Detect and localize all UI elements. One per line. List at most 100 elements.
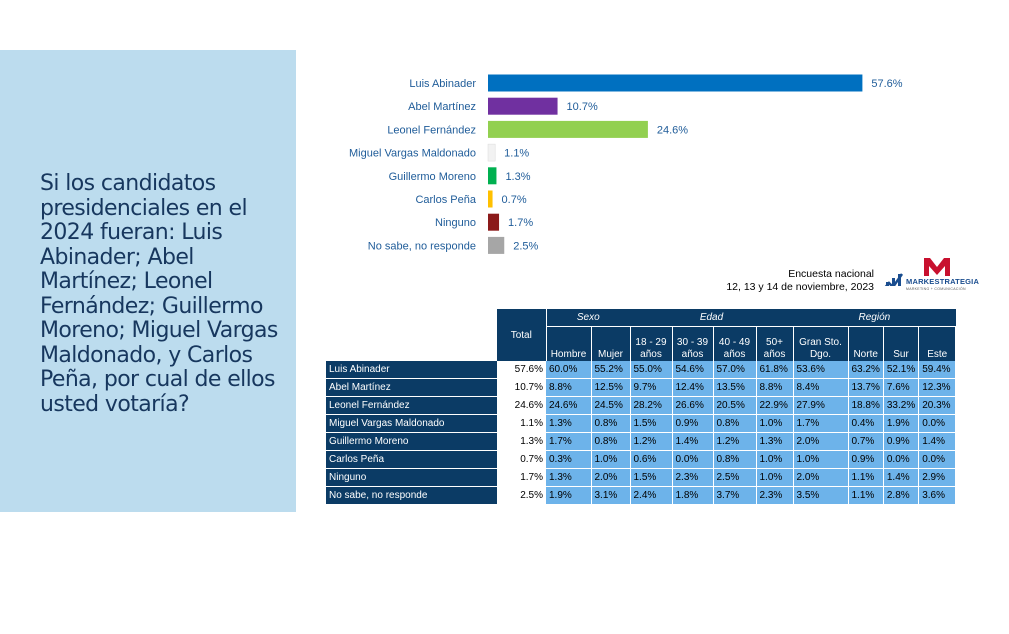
bar	[488, 167, 497, 185]
value-cell: 12.5%	[591, 378, 631, 397]
column-header-text: años	[640, 349, 662, 360]
total-header: Total	[497, 309, 547, 361]
value-cell: 0.9%	[672, 414, 714, 433]
value-cell: 1.1%	[848, 486, 884, 505]
value-cell: 1.9%	[883, 414, 920, 433]
total-cell: 1.1%	[497, 414, 546, 433]
column-header-text: Gran Sto.	[799, 337, 842, 348]
value-cell: 2.3%	[756, 486, 794, 505]
value-cell: 57.0%	[713, 361, 757, 379]
value-cell: 1.1%	[848, 468, 884, 487]
value-cell: 0.0%	[672, 450, 714, 469]
category-label: Carlos Peña	[415, 194, 476, 206]
value-cell: 2.4%	[630, 486, 673, 505]
column-header-text: Sur	[893, 349, 909, 360]
value-cell: 61.8%	[756, 361, 794, 379]
column-header-text: años	[763, 349, 786, 360]
bar	[488, 120, 648, 138]
table-corner	[326, 309, 497, 361]
value-cell: 1.3%	[756, 432, 794, 451]
column-header-text: Mujer	[597, 349, 623, 360]
value-cell: 54.6%	[672, 361, 714, 379]
table-row: No sabe, no responde 2.5% 1.9% 3.1% 2.4% 1.8%…	[326, 486, 957, 505]
column-header: Hombre	[546, 326, 592, 361]
value-cell: 2.0%	[793, 432, 849, 451]
table-row: Ninguno 1.7% 1.3% 2.0% 1.5% 2.3% 2.5% 1.0% 2.0% 1…	[326, 468, 957, 487]
value-cell: 1.0%	[756, 450, 794, 469]
value-cell: 8.8%	[546, 378, 592, 397]
column-header: 30 - 39 años	[672, 326, 714, 361]
question-panel	[0, 50, 296, 512]
value-cell: 1.0%	[756, 414, 794, 433]
row-label: No sabe, no responde	[326, 486, 497, 505]
logo-mark-icon	[884, 258, 950, 286]
markestrategia-logo: MARKESTRATEGIA MARKETING + COMUNICACIÓN	[880, 256, 979, 296]
value-cell: 1.8%	[672, 486, 714, 505]
value-cell: 2.5%	[713, 468, 757, 487]
value-cell: 1.2%	[630, 432, 673, 451]
table-row: Luis Abinader 57.6% 60.0% 55.2% 55.0% 54.6% 57…	[326, 361, 957, 379]
value-cell: 1.0%	[793, 450, 849, 469]
table-row: Abel Martínez 10.7% 8.8% 12.5% 9.7% 12.4% 13.5…	[326, 378, 957, 397]
value-cell: 53.6%	[793, 361, 849, 379]
value-cell: 1.4%	[672, 432, 714, 451]
value-label: 10.7%	[567, 101, 598, 113]
value-label: 2.5%	[513, 240, 538, 252]
value-cell: 12.3%	[918, 378, 957, 397]
value-cell: 27.9%	[793, 396, 849, 415]
crosstab-table: Total Sexo Edad Región Hombre Mujer 18 - 2…	[326, 309, 957, 505]
value-label: 1.7%	[508, 217, 533, 229]
value-cell: 0.8%	[713, 450, 757, 469]
value-cell: 0.0%	[918, 414, 957, 433]
value-cell: 2.0%	[793, 468, 849, 487]
category-label: Miguel Vargas Maldonado	[349, 148, 476, 160]
value-cell: 1.0%	[756, 468, 794, 487]
value-cell: 0.0%	[883, 450, 920, 469]
row-label: Luis Abinader	[326, 361, 497, 379]
value-cell: 0.8%	[713, 414, 757, 433]
value-cell: 0.0%	[918, 450, 957, 469]
category-label: No sabe, no responde	[368, 240, 476, 252]
column-header: Este	[918, 326, 957, 361]
row-label: Ninguno	[326, 468, 497, 487]
column-header-text: Dgo.	[809, 349, 832, 360]
column-header-text: Norte	[853, 349, 878, 360]
bar-chart-svg: Luis Abinader 57.6% Abel Martínez 10.7% Leon…	[349, 74, 903, 254]
column-header: 50+ años	[756, 326, 794, 361]
value-cell: 0.3%	[546, 450, 592, 469]
value-cell: 7.6%	[883, 378, 920, 397]
group-header-sexo: Sexo	[546, 309, 630, 327]
survey-note: Encuesta nacional 12, 13 y 14 de noviemb…	[640, 268, 874, 294]
value-cell: 3.7%	[713, 486, 757, 505]
column-header-text: 18 - 29	[635, 337, 667, 348]
row-label: Abel Martínez	[326, 378, 497, 397]
table-row: Leonel Fernández 24.6% 24.6% 24.5% 28.2% 26.6…	[326, 396, 957, 415]
column-header-text: 30 - 39	[676, 337, 709, 348]
value-cell: 55.2%	[591, 361, 631, 379]
column-header-text: 40 - 49	[718, 337, 751, 348]
column-header: Norte	[848, 326, 884, 361]
table-body: Luis Abinader 57.6% 60.0% 55.2% 55.0% 54.6% 57…	[326, 361, 957, 505]
table-row: Guillermo Moreno 1.3% 1.7% 0.8% 1.2% 1.4% 1.2%…	[326, 432, 957, 451]
value-cell: 18.8%	[848, 396, 884, 415]
group-header-edad: Edad	[630, 309, 793, 327]
column-header-text: 50+	[766, 337, 783, 348]
column-header-row: Hombre Mujer 18 - 29 años 30 - 39 años 40 - 49…	[326, 326, 957, 361]
value-cell: 1.5%	[630, 468, 673, 487]
bar	[488, 97, 558, 115]
bar	[488, 213, 500, 231]
total-cell: 1.3%	[497, 432, 546, 451]
survey-date: 12, 13 y 14 de noviembre, 2023	[726, 281, 874, 293]
value-label: 1.1%	[504, 148, 529, 160]
row-label: Leonel Fernández	[326, 396, 497, 415]
value-cell: 28.2%	[630, 396, 673, 415]
value-cell: 1.5%	[630, 414, 673, 433]
category-label: Abel Martínez	[408, 101, 476, 113]
row-label: Miguel Vargas Maldonado	[326, 414, 497, 433]
value-cell: 0.7%	[848, 432, 884, 451]
value-cell: 1.9%	[546, 486, 592, 505]
table-row: Miguel Vargas Maldonado 1.1% 1.3% 0.8% 1.5% 0…	[326, 414, 957, 433]
column-header: 40 - 49 años	[713, 326, 757, 361]
value-cell: 8.4%	[793, 378, 849, 397]
value-cell: 1.7%	[793, 414, 849, 433]
